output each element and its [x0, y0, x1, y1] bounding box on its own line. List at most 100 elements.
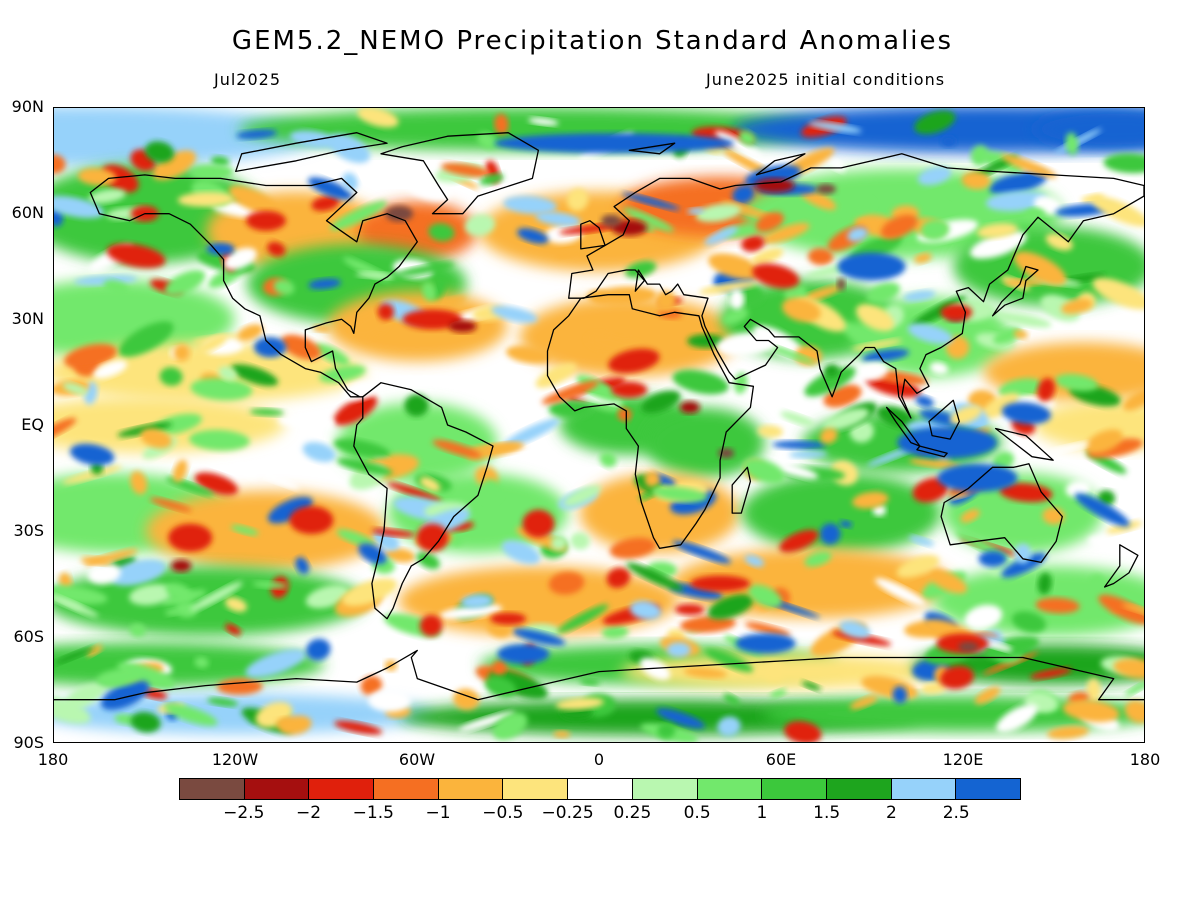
anomaly-patch: [601, 625, 629, 639]
anomaly-patch: [159, 367, 183, 386]
anomaly-patch: [189, 429, 250, 451]
legend-swatch: [956, 779, 1020, 799]
anomaly-patch: [86, 645, 103, 657]
anomaly-patch: [87, 562, 121, 585]
anomaly-patch: [1065, 480, 1091, 498]
anomaly-patch: [940, 665, 975, 690]
anomaly-patch: [1088, 574, 1105, 592]
anomaly-patch: [464, 214, 496, 237]
anomaly-patch: [606, 567, 631, 588]
anomaly-patch: [368, 689, 412, 712]
anomaly-patch: [722, 308, 749, 325]
anomaly-patch: [342, 578, 398, 606]
anomaly-patch: [917, 166, 952, 186]
anomaly-patch: [553, 730, 571, 738]
anomaly-patch: [992, 451, 1015, 470]
anomaly-patch: [804, 366, 856, 397]
legend-tick-label: 1.5: [813, 803, 841, 823]
anomaly-patch: [941, 135, 956, 147]
lon-label-180w: 180: [37, 750, 69, 769]
legend-tick-label: 1: [756, 803, 768, 823]
anomaly-patch: [385, 205, 414, 222]
anomaly-patch: [579, 678, 600, 686]
coastline: [755, 153, 806, 176]
anomaly-patch: [819, 523, 841, 545]
anomaly-patch: [849, 695, 879, 710]
anomaly-patch: [625, 260, 657, 278]
anomaly-patch: [1061, 298, 1093, 315]
anomaly-patch: [129, 623, 146, 637]
anomaly-patch: [550, 536, 567, 551]
anomaly-patch: [342, 380, 377, 401]
anomaly-patch: [218, 366, 238, 381]
anomaly-patch: [908, 535, 935, 546]
anomaly-patch: [1124, 700, 1144, 724]
anomaly-patch: [599, 452, 617, 468]
anomaly-patch: [197, 335, 227, 354]
anomaly-patch: [666, 642, 691, 658]
anomaly-patch: [62, 683, 105, 711]
anomaly-patch: [964, 604, 1003, 630]
anomaly-patch: [432, 439, 482, 459]
anomaly-patch: [609, 537, 656, 559]
legend-tick-label: 2: [886, 803, 897, 823]
anomaly-patch: [993, 327, 1022, 345]
anomaly-patch: [903, 290, 936, 302]
anomaly-patch: [823, 408, 870, 431]
anomaly-patch: [96, 668, 143, 687]
anomaly-patch: [232, 461, 258, 478]
anomaly-patch: [563, 485, 602, 507]
anomaly-patch: [907, 323, 953, 344]
anomaly-patch: [821, 221, 837, 243]
anomaly-patch: [1086, 678, 1101, 702]
anomaly-patch: [672, 540, 731, 564]
anomaly-patch: [1063, 699, 1120, 723]
anomaly-patch: [252, 581, 288, 589]
anomaly-patch: [1074, 493, 1130, 527]
anomaly-patch: [847, 227, 868, 242]
anomaly-patch: [54, 342, 366, 403]
anomaly-patch: [1014, 543, 1032, 564]
anomaly-patch: [880, 214, 918, 239]
legend-swatch: [309, 779, 375, 799]
anomaly-patch: [892, 686, 908, 704]
anomaly-patch: [1085, 429, 1123, 454]
legend-tick-label: −0.5: [482, 803, 524, 823]
anomaly-patch: [190, 377, 253, 401]
coastlines: [54, 132, 1144, 701]
anomaly-patch: [762, 222, 810, 244]
anomaly-patch: [768, 461, 819, 479]
initial-conditions-label: June2025 initial conditions: [706, 70, 946, 89]
anomaly-patch: [505, 345, 550, 364]
anomaly-patch: [289, 130, 339, 149]
anomaly-patch: [307, 177, 353, 200]
anomaly-patch: [342, 172, 358, 191]
anomaly-patch: [657, 722, 676, 739]
coastline: [235, 132, 388, 173]
anomaly-patch: [970, 145, 989, 166]
anomaly-patch: [245, 210, 286, 231]
anomaly-patch: [852, 491, 889, 509]
forecast-month: Jul2025: [214, 70, 282, 89]
anomaly-patch: [1001, 552, 1047, 578]
coastline: [580, 220, 606, 250]
anomaly-patch: [517, 228, 549, 244]
anomaly-patch: [687, 334, 726, 349]
legend-tick-label: −1.5: [352, 803, 394, 823]
anomaly-patch: [230, 364, 279, 387]
anomaly-patch: [93, 360, 128, 379]
anomaly-patch: [687, 207, 705, 215]
anomaly-patch: [601, 214, 622, 227]
anomaly-patch: [651, 486, 708, 502]
anomaly-patch: [1050, 442, 1090, 454]
anomaly-patch: [808, 121, 862, 133]
coastline: [916, 445, 948, 458]
lon-label-0: 0: [593, 750, 605, 769]
lat-label-90s: 90S: [13, 733, 44, 752]
coastline: [885, 406, 921, 447]
anomaly-patch: [357, 108, 399, 128]
anomaly-patch: [843, 199, 874, 216]
legend-tick-label: 0.5: [683, 803, 711, 823]
anomaly-patch: [690, 575, 751, 592]
anomaly-patch: [1124, 680, 1144, 696]
